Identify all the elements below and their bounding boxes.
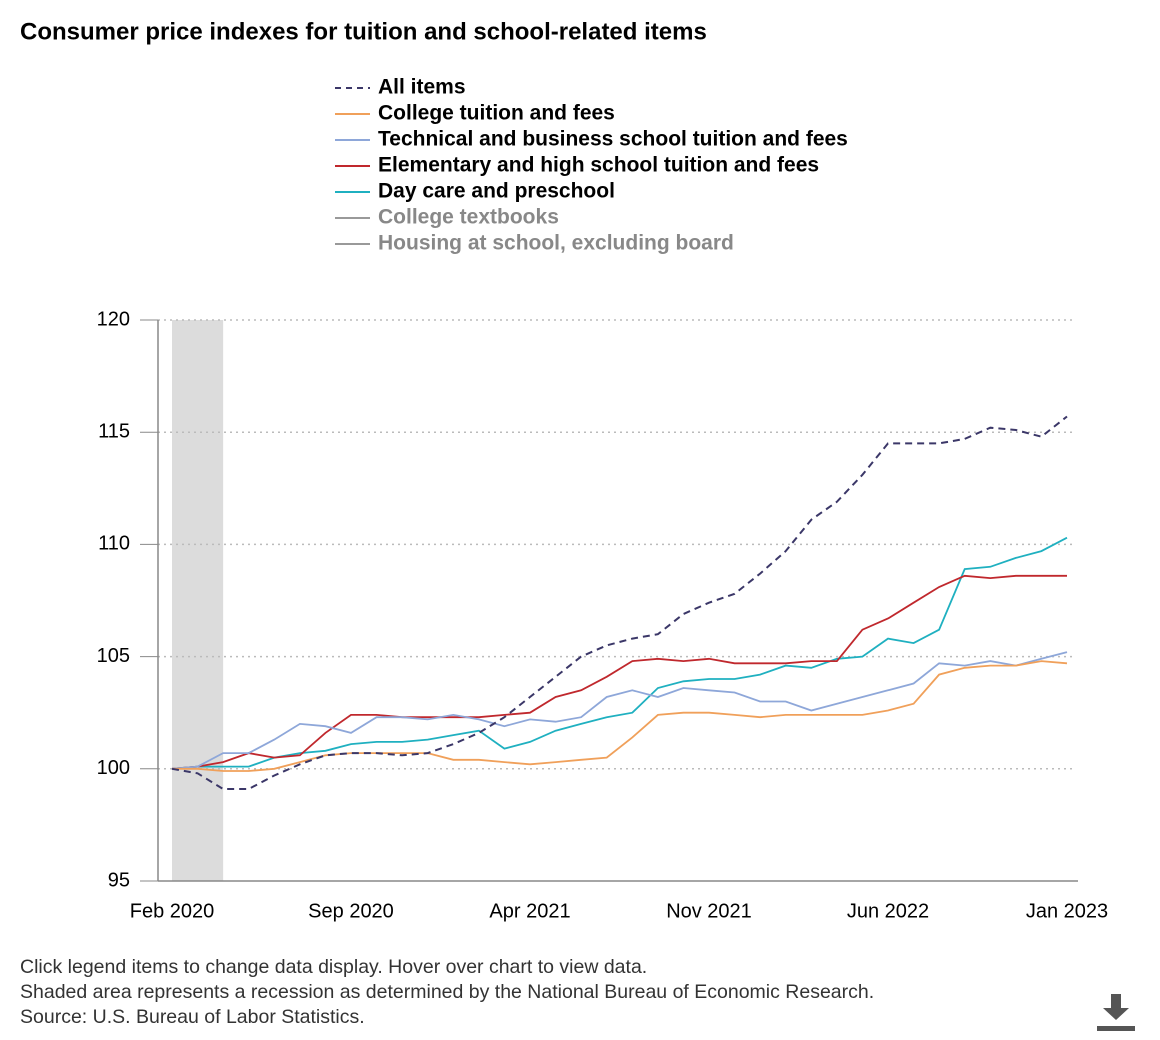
x-tick-label: Nov 2021 bbox=[666, 900, 752, 922]
series-line bbox=[171, 574, 1067, 770]
legend-label[interactable]: Housing at school, excluding board bbox=[378, 232, 734, 255]
y-tick-label: 100 bbox=[97, 757, 130, 779]
legend-label[interactable]: College tuition and fees bbox=[378, 102, 615, 125]
download-stem bbox=[1111, 994, 1121, 1010]
legend-label[interactable]: Day care and preschool bbox=[378, 180, 615, 203]
recession-shade bbox=[172, 320, 224, 881]
x-tick-label: Feb 2020 bbox=[130, 900, 215, 922]
footnote: Source: U.S. Bureau of Labor Statistics. bbox=[20, 1006, 365, 1028]
download-icon[interactable] bbox=[1097, 994, 1135, 1031]
x-tick-label: Jan 2023 bbox=[1026, 900, 1108, 922]
legend-label[interactable]: Elementary and high school tuition and f… bbox=[378, 154, 819, 177]
footnote: Shaded area represents a recession as de… bbox=[20, 981, 874, 1003]
y-tick-label: 110 bbox=[98, 533, 130, 555]
y-tick-label: 95 bbox=[108, 869, 130, 891]
legend-label[interactable]: All items bbox=[378, 76, 466, 99]
x-tick-label: Apr 2021 bbox=[489, 900, 570, 922]
download-arrow bbox=[1103, 1008, 1129, 1020]
download-base bbox=[1097, 1026, 1135, 1031]
y-tick-label: 120 bbox=[97, 308, 130, 330]
series-line bbox=[172, 660, 1068, 772]
legend-label[interactable]: Technical and business school tuition an… bbox=[378, 128, 848, 151]
footnote: Click legend items to change data displa… bbox=[20, 956, 647, 978]
legend-label[interactable]: College textbooks bbox=[378, 206, 559, 229]
x-tick-label: Jun 2022 bbox=[847, 900, 929, 922]
y-tick-label: 105 bbox=[97, 645, 130, 667]
x-tick-label: Sep 2020 bbox=[308, 900, 394, 922]
series-line bbox=[171, 536, 1068, 770]
series-line bbox=[171, 651, 1068, 770]
series-line bbox=[171, 415, 1068, 790]
chart-title: Consumer price indexes for tuition and s… bbox=[20, 18, 707, 45]
y-tick-label: 115 bbox=[98, 420, 130, 442]
